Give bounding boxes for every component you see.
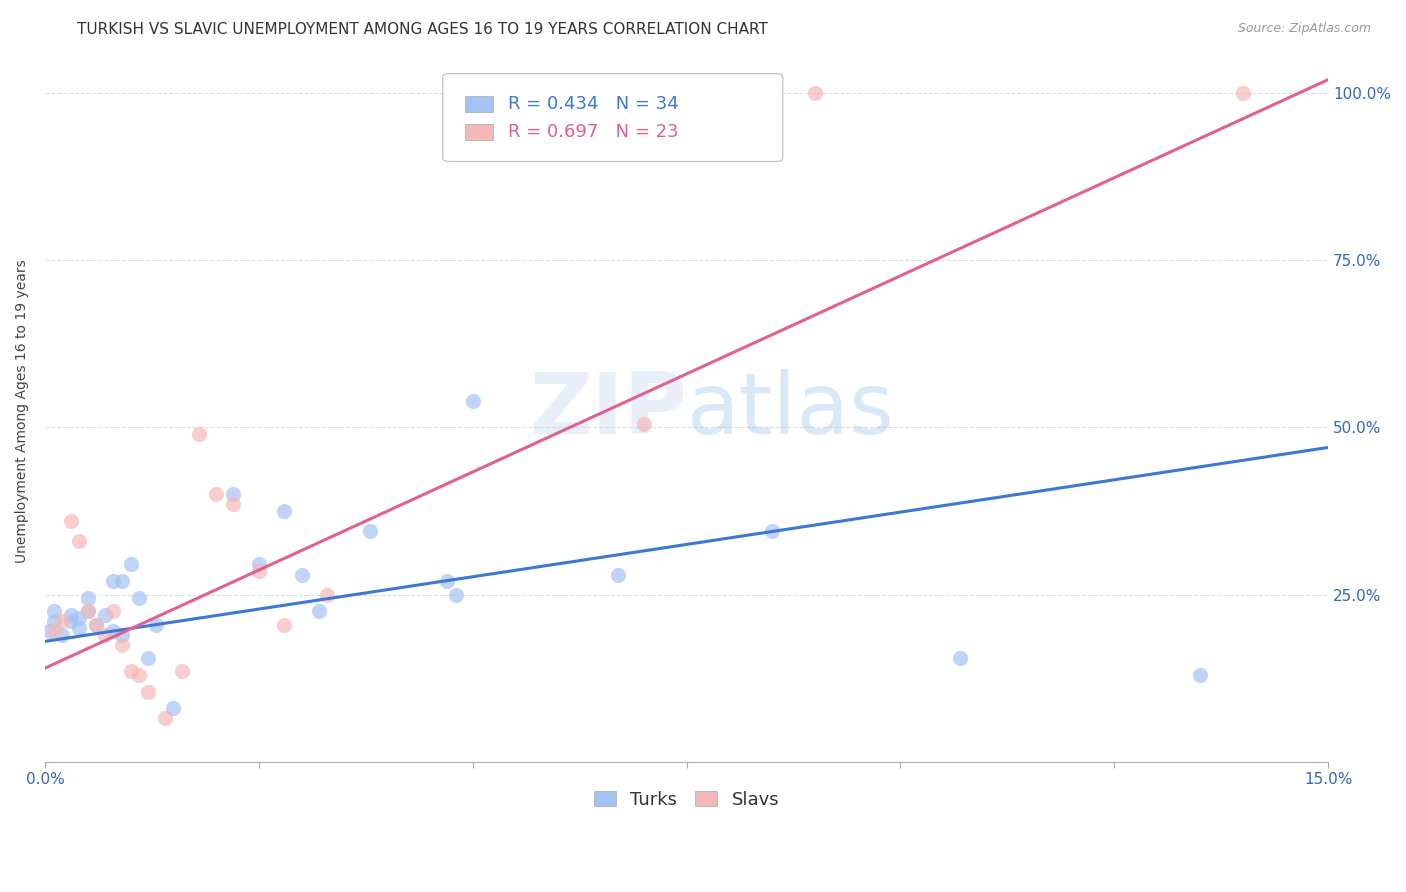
Point xyxy=(67,534,90,549)
Point xyxy=(51,628,73,642)
Point xyxy=(111,638,134,652)
Point xyxy=(359,524,381,538)
Point xyxy=(308,604,330,618)
Point xyxy=(247,558,270,572)
Point xyxy=(153,711,176,725)
Point xyxy=(67,611,90,625)
Point xyxy=(444,588,467,602)
Point xyxy=(1232,86,1254,100)
Point xyxy=(59,607,82,622)
Point xyxy=(76,604,98,618)
Bar xyxy=(464,96,492,112)
Bar xyxy=(464,124,492,140)
Point xyxy=(111,574,134,589)
Point xyxy=(128,668,150,682)
Point xyxy=(136,684,159,698)
Point xyxy=(59,514,82,528)
Point xyxy=(76,591,98,605)
Text: atlas: atlas xyxy=(686,369,894,452)
Point xyxy=(247,564,270,578)
Point xyxy=(145,617,167,632)
Text: ZIP: ZIP xyxy=(529,369,686,452)
FancyBboxPatch shape xyxy=(443,74,783,161)
Point xyxy=(291,567,314,582)
Point xyxy=(607,567,630,582)
Point xyxy=(67,621,90,635)
Text: R = 0.434   N = 34: R = 0.434 N = 34 xyxy=(508,95,679,112)
Point xyxy=(42,615,65,629)
Point xyxy=(51,615,73,629)
Point xyxy=(94,607,117,622)
Point xyxy=(42,604,65,618)
Point xyxy=(761,524,783,538)
Point xyxy=(111,628,134,642)
Point xyxy=(42,624,65,639)
Point xyxy=(103,604,125,618)
Point xyxy=(76,604,98,618)
Point xyxy=(273,504,295,518)
Text: Source: ZipAtlas.com: Source: ZipAtlas.com xyxy=(1237,22,1371,36)
Text: TURKISH VS SLAVIC UNEMPLOYMENT AMONG AGES 16 TO 19 YEARS CORRELATION CHART: TURKISH VS SLAVIC UNEMPLOYMENT AMONG AGE… xyxy=(77,22,768,37)
Point xyxy=(38,624,60,639)
Point xyxy=(170,665,193,679)
Point xyxy=(162,701,184,715)
Point xyxy=(436,574,458,589)
Point xyxy=(188,427,211,442)
Point xyxy=(633,417,655,431)
Point xyxy=(804,86,827,100)
Point xyxy=(120,665,142,679)
Legend: Turks, Slavs: Turks, Slavs xyxy=(586,783,786,816)
Point xyxy=(1188,668,1211,682)
Point xyxy=(949,651,972,665)
Point xyxy=(222,487,245,501)
Point xyxy=(136,651,159,665)
Point xyxy=(94,628,117,642)
Y-axis label: Unemployment Among Ages 16 to 19 years: Unemployment Among Ages 16 to 19 years xyxy=(15,259,30,563)
Point xyxy=(103,624,125,639)
Point xyxy=(128,591,150,605)
Point xyxy=(120,558,142,572)
Point xyxy=(59,615,82,629)
Point xyxy=(461,393,484,408)
Point xyxy=(222,497,245,511)
Text: R = 0.697   N = 23: R = 0.697 N = 23 xyxy=(508,123,679,141)
Point xyxy=(205,487,228,501)
Point xyxy=(273,617,295,632)
Point xyxy=(84,617,107,632)
Point xyxy=(316,588,339,602)
Point xyxy=(103,574,125,589)
Point xyxy=(84,617,107,632)
